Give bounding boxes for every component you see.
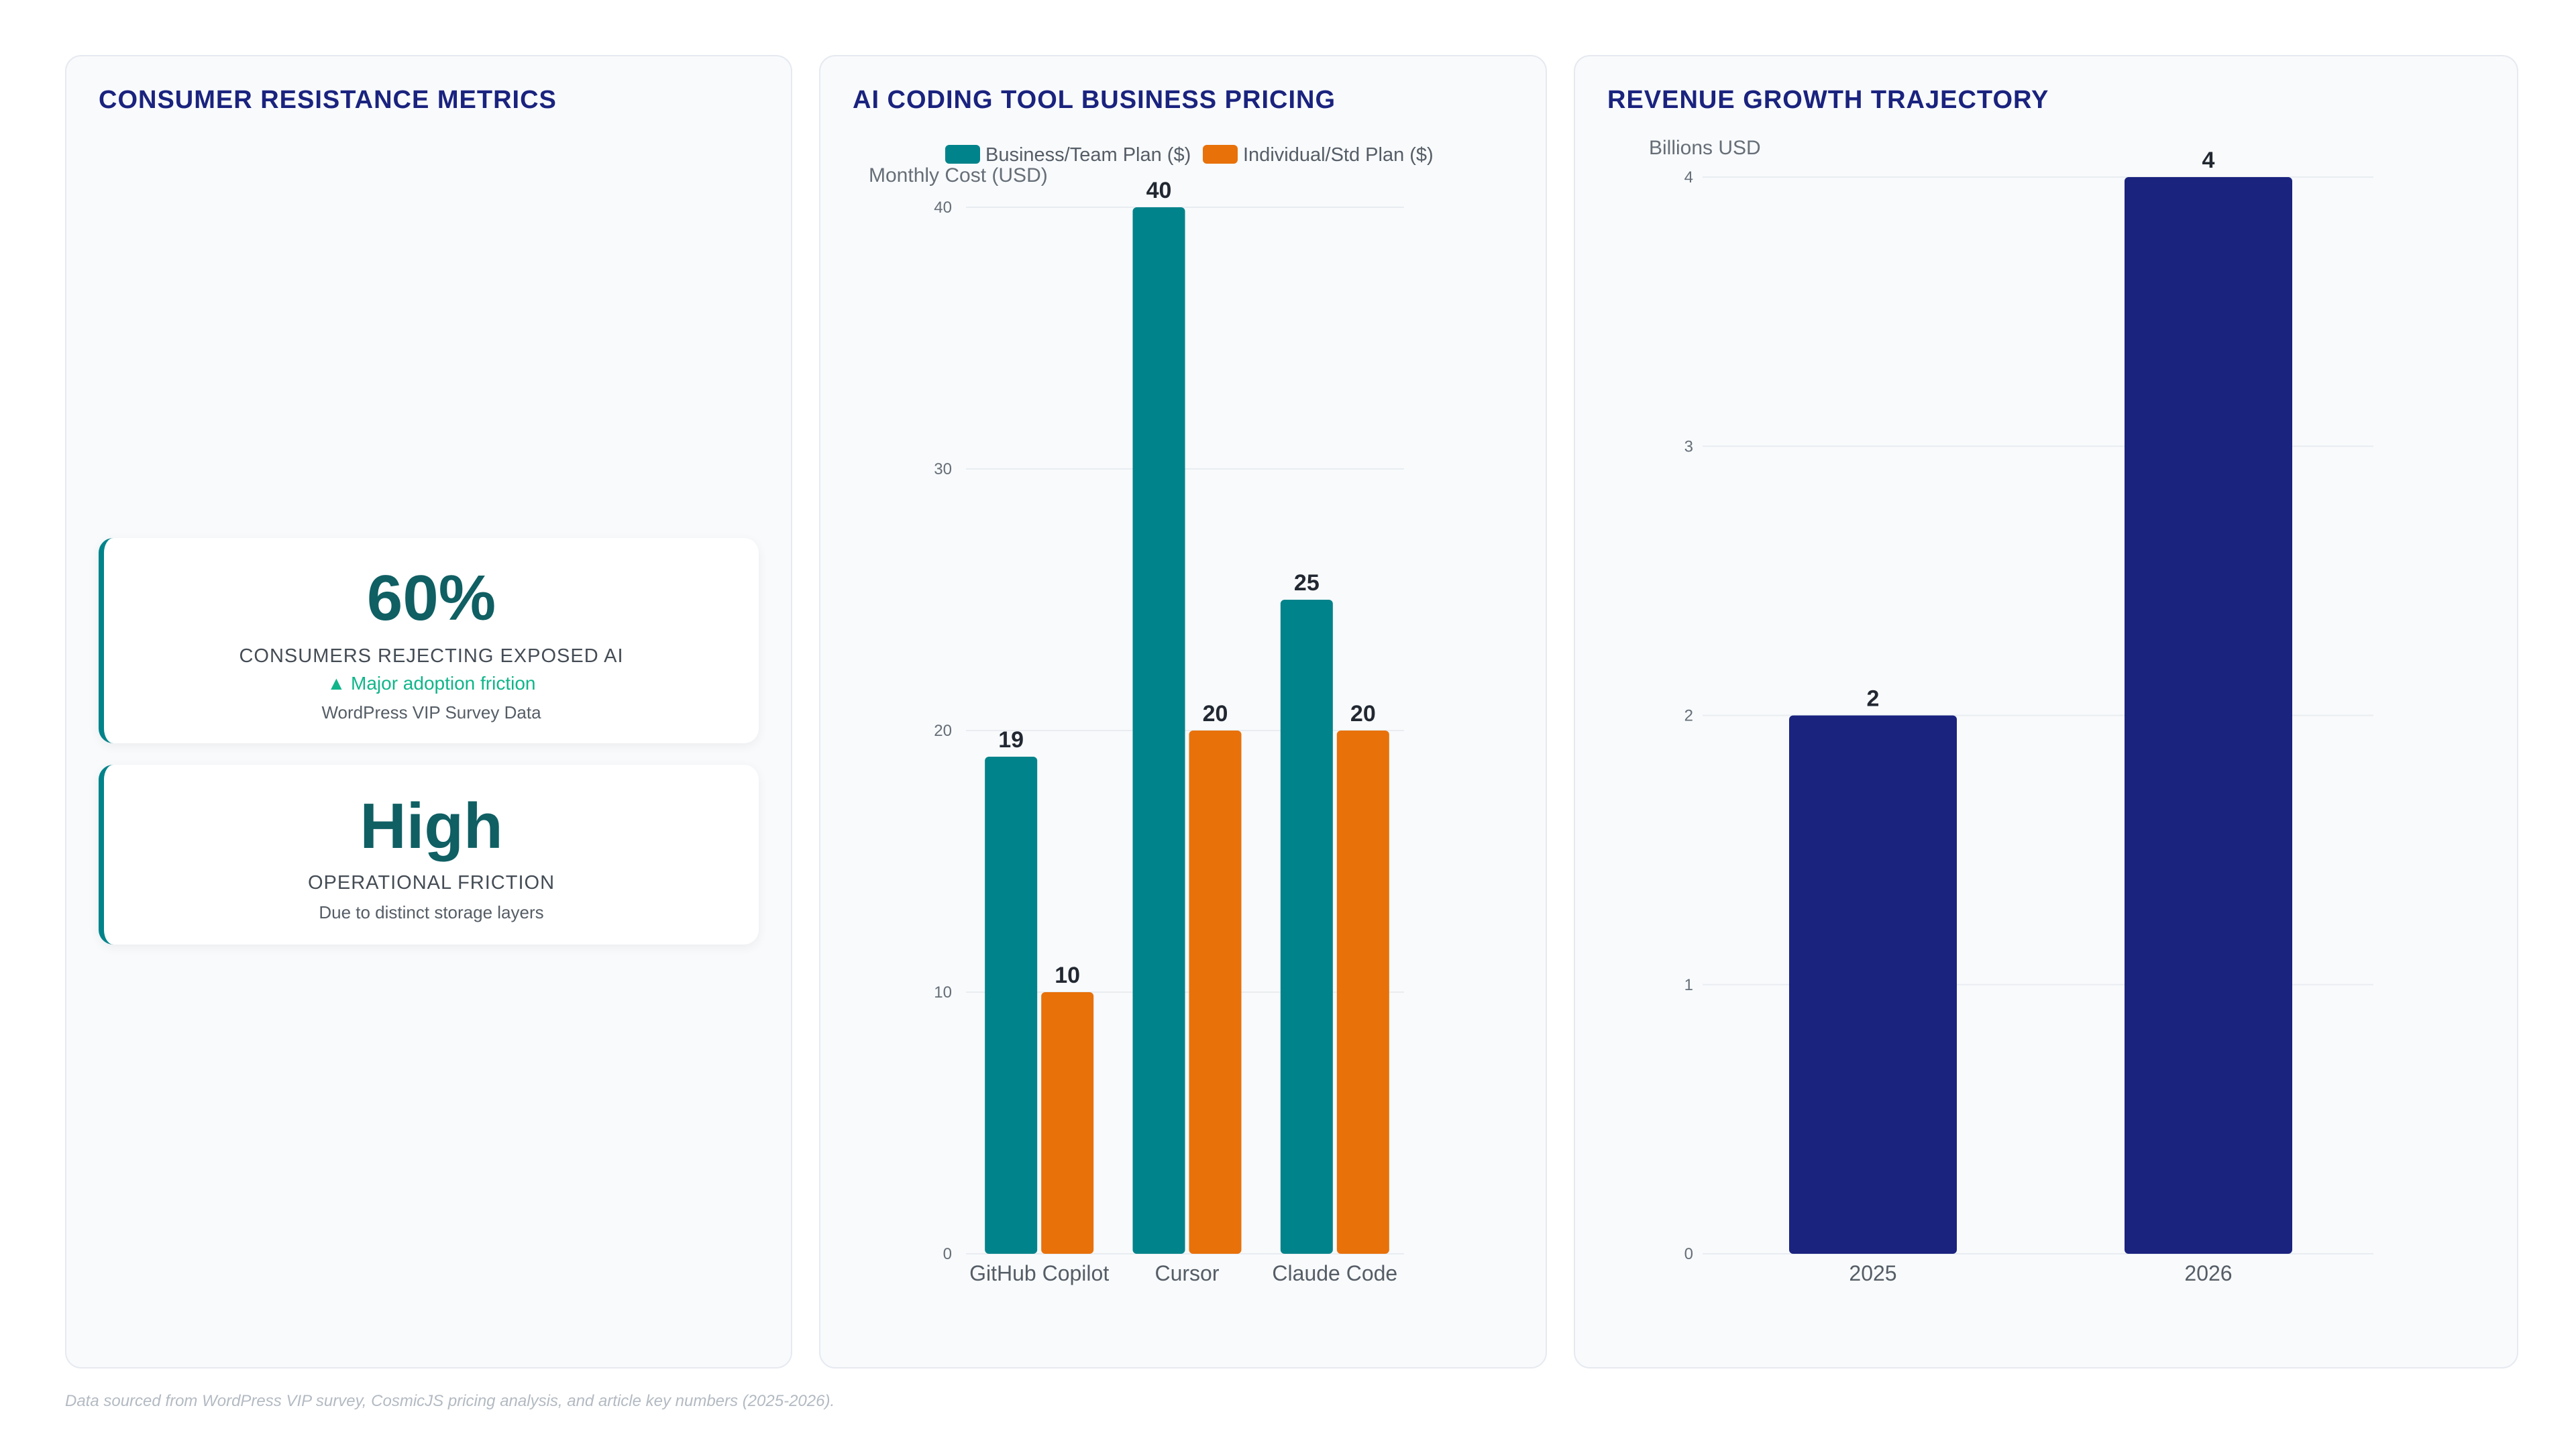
bar (985, 757, 1038, 1254)
y-tick-label: 30 (934, 460, 952, 478)
metric-trend-text: Major adoption friction (351, 673, 536, 694)
legend-swatch (945, 145, 980, 164)
consumer-resistance-panel: CONSUMER RESISTANCE METRICS 60% CONSUMER… (65, 55, 792, 1368)
x-tick-label: 2026 (2184, 1261, 2232, 1285)
y-tick-label: 10 (934, 983, 952, 1002)
metric-label: CONSUMERS REJECTING EXPOSED AI (239, 645, 624, 667)
bar (2125, 177, 2292, 1254)
bar (1132, 207, 1185, 1254)
y-tick-label: 4 (1684, 168, 1693, 186)
data-label: 40 (1146, 178, 1172, 203)
bar (1789, 715, 1957, 1254)
bar (1336, 731, 1389, 1254)
panel-title: CONSUMER RESISTANCE METRICS (99, 86, 557, 114)
pricing-chart-panel: AI CODING TOOL BUSINESS PRICING 0 10 20 30 4… (819, 55, 1547, 1368)
metric-value: 60% (366, 562, 496, 634)
data-label: 4 (2202, 148, 2215, 173)
x-tick-label: Claude Code (1272, 1261, 1397, 1285)
footer-note: Data sourced from WordPress VIP survey, … (65, 1392, 835, 1410)
x-tick-label: 2025 (1849, 1261, 1896, 1285)
data-label: 20 (1203, 701, 1228, 727)
x-tick-label: Cursor (1155, 1261, 1219, 1285)
metric-source: Due to distinct storage layers (319, 902, 544, 922)
data-label: 2 (1867, 686, 1880, 712)
metric-source: WordPress VIP Survey Data (321, 702, 541, 722)
y-axis-label: Monthly Cost (USD) (869, 164, 1048, 186)
chart-title: REVENUE GROWTH TRAJECTORY (1607, 86, 2049, 114)
y-tick-label: 0 (1684, 1245, 1693, 1263)
data-label: 20 (1350, 701, 1376, 727)
bar (1280, 600, 1333, 1254)
metric-card-consumers: 60% CONSUMERS REJECTING EXPOSED AI ▲ Maj… (99, 538, 759, 743)
y-tick-label: 1 (1684, 976, 1693, 994)
revenue-chart-panel: REVENUE GROWTH TRAJECTORY 0 1 2 3 4 Billions … (1574, 55, 2518, 1368)
y-tick-label: 3 (1684, 437, 1693, 455)
legend-label: Business/Team Plan ($) (985, 144, 1191, 166)
y-axis-label: Billions USD (1649, 137, 1761, 159)
legend-label: Individual/Std Plan ($) (1243, 144, 1434, 166)
metric-trend: ▲ Major adoption friction (104, 673, 759, 694)
data-label: 25 (1294, 570, 1320, 596)
x-tick-label: GitHub Copilot (969, 1261, 1109, 1285)
metric-card-friction: High OPERATIONAL FRICTION Due to distinc… (99, 765, 759, 945)
y-tick-label: 20 (934, 722, 952, 740)
pricing-bar-chart: 0 10 20 30 40 Monthly Cost (USD)Business/Team… (869, 144, 1434, 1285)
bar (1041, 992, 1094, 1254)
y-tick-label: 2 (1684, 707, 1693, 725)
y-tick-label: 0 (943, 1245, 952, 1263)
chart-title: AI CODING TOOL BUSINESS PRICING (853, 86, 1336, 114)
data-label: 10 (1055, 963, 1080, 988)
legend-swatch (1203, 145, 1238, 164)
y-tick-label: 40 (934, 199, 952, 217)
metric-value: High (360, 790, 503, 862)
bar (1189, 731, 1242, 1254)
data-label: 19 (998, 727, 1024, 753)
metric-label: OPERATIONAL FRICTION (307, 872, 555, 894)
revenue-bar-chart: 0 1 2 3 4 Billions USD 2 2025 4 2026 (1649, 137, 2373, 1285)
triangle-up-icon: ▲ (327, 673, 346, 694)
